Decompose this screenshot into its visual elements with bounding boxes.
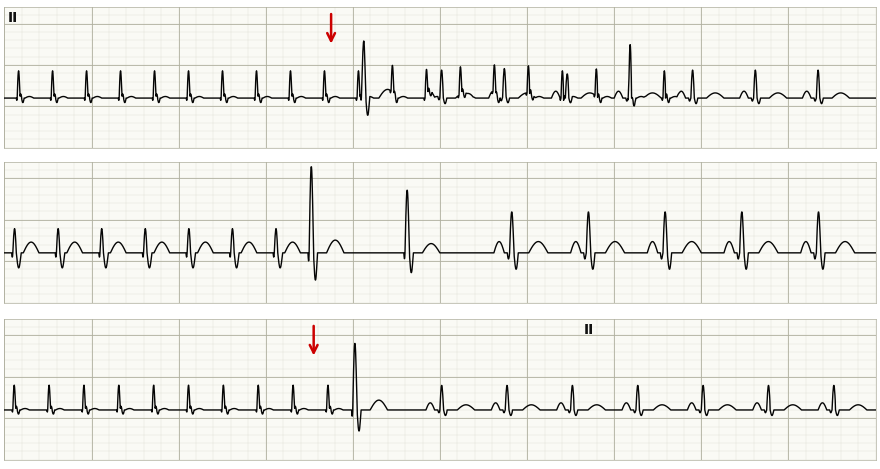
Text: II: II: [8, 11, 18, 25]
Text: II: II: [583, 323, 594, 337]
